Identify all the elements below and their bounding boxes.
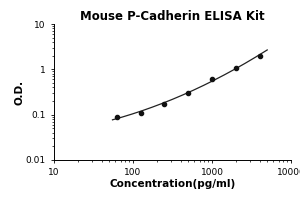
- Title: Mouse P-Cadherin ELISA Kit: Mouse P-Cadherin ELISA Kit: [80, 10, 265, 23]
- X-axis label: Concentration(pg/ml): Concentration(pg/ml): [110, 179, 236, 189]
- Y-axis label: O.D.: O.D.: [14, 79, 24, 105]
